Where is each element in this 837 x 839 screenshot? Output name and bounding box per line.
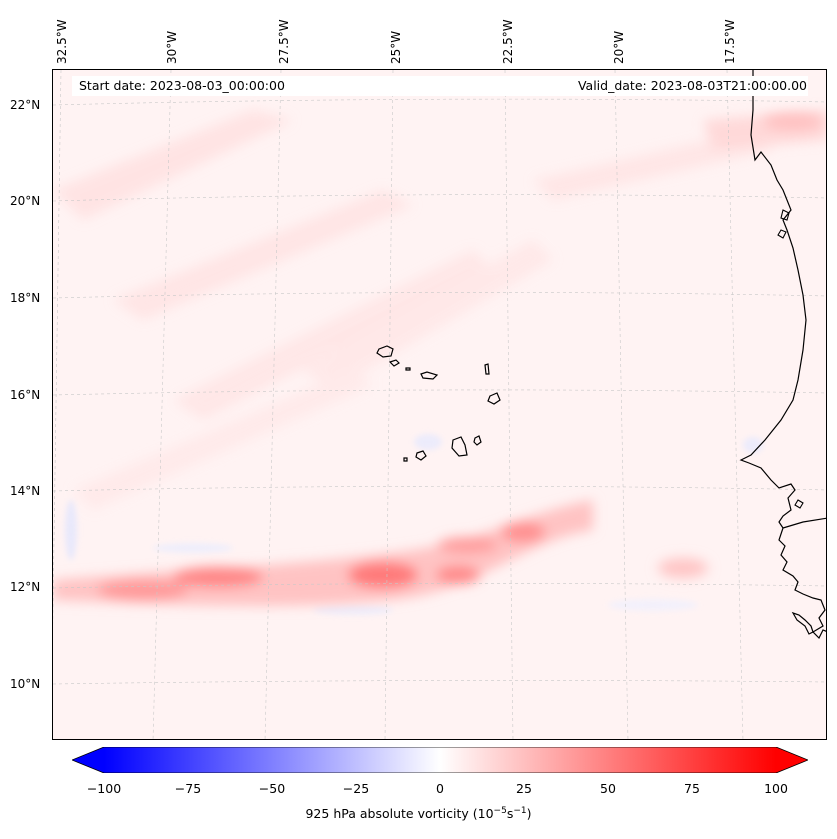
colorbar [72,747,808,773]
colorbar-tick-75: 75 [684,781,700,796]
colorbar-tick-minus-100: −100 [86,781,122,796]
lat-label-10n: 10°N [10,677,41,691]
lat-label-14n: 14°N [10,484,41,498]
vorticity-field [53,70,826,739]
colorbar-tick-25: 25 [516,781,532,796]
graticule [53,70,826,739]
colorbar-tick-50: 50 [600,781,616,796]
colorbar-label-exp2: −1 [513,806,527,816]
map-panel [52,69,827,740]
lat-label-16n: 16°N [10,388,41,402]
lat-label-20n: 20°N [10,194,41,208]
colorbar-tick-minus-50: −50 [258,781,286,796]
colorbar-tick-minus-75: −75 [174,781,202,796]
colorbar-tick-0: 0 [436,781,444,796]
lon-label-30w: 30°W [165,30,179,64]
african-coastline [739,70,826,640]
colorbar-tick-minus-25: −25 [342,781,370,796]
date-annotation-box [72,76,808,96]
lon-label-27-5w: 27.5°W [277,19,291,64]
colorbar-label-exp1: −5 [493,806,507,816]
vorticity-band [53,114,823,606]
colorbar-min-extend [72,747,104,773]
lat-label-18n: 18°N [10,291,41,305]
colorbar-gradient [104,747,776,773]
lat-label-12n: 12°N [10,580,41,594]
lon-label-22-5w: 22.5°W [501,19,515,64]
cape-verde-islands [376,345,501,462]
lon-label-20w: 20°W [612,30,626,64]
negative-patches [65,434,763,615]
colorbar-label: 925 hPa absolute vorticity (10−5s−1) [0,806,837,821]
colorbar-label-suffix: ) [526,806,532,822]
colorbar-tick-100: 100 [764,781,788,796]
coastline-island-detail [777,209,804,509]
lon-label-32-5w: 32.5°W [55,19,69,64]
start-date-label: Start date: 2023-08-03_00:00:00 [79,78,285,93]
lon-label-25w: 25°W [389,30,403,64]
colorbar-label-prefix: 925 hPa absolute vorticity (10 [305,806,494,822]
lon-label-17-5w: 17.5°W [723,19,737,64]
lat-label-22n: 22°N [10,98,41,112]
colorbar-label-mid: s [506,806,514,822]
colorbar-max-extend [776,747,808,773]
valid-date-label: Valid_date: 2023-08-03T21:00:00.00 [577,78,807,93]
